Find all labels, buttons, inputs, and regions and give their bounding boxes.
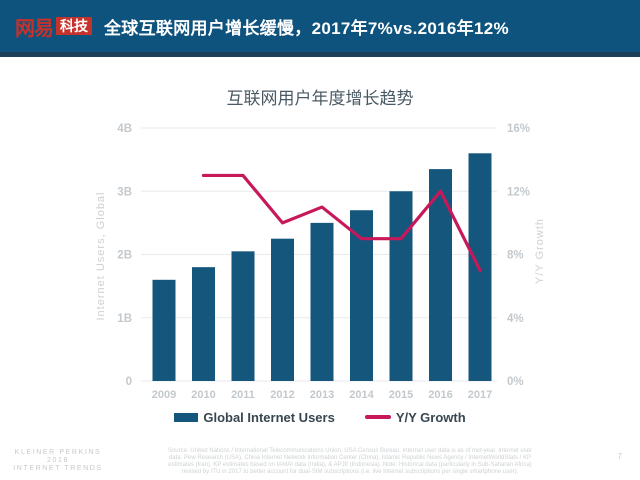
source-note: Source: United Nations / International T… [148,448,552,476]
page-title: 全球互联网用户增长缓慢，2017年7%vs.2016年12% [104,18,509,38]
growth-line [201,173,482,272]
header-bar: 网易 科技 全球互联网用户增长缓慢，2017年7%vs.2016年12% [0,0,640,57]
x-axis-label: 2009 [152,389,176,401]
source-line: data: Pew Research (USA), China Internet… [168,455,532,461]
source-line: revised by ITU in 2017 to better account… [181,469,519,475]
chart-legend: Global Internet Users Y/Y Growth [0,409,640,425]
bar-2015 [389,191,413,381]
brand-line: KLEINER PERKINS [14,449,102,456]
legend-bar-swatch [174,412,199,422]
netease-tech-logo: 网易 科技 [15,12,92,41]
left-axis-tick: 0 [126,376,132,388]
page-number: 7 [617,452,622,461]
right-axis-title: Y/Y Growth [534,218,546,284]
legend-item-global-internet-users: Global Internet Users [174,409,335,425]
chart-title: 互联网用户年度增长趋势 [226,89,414,108]
bar-2013 [310,222,334,381]
legend-line-marker [364,415,391,419]
left-axis-tick: 3B [117,186,132,198]
x-axis-label: 2014 [349,389,374,401]
source-line: estimates (Iran), KP estimates based on … [168,462,532,468]
bar-2014 [350,210,373,381]
brand-line: 2018 [47,457,69,464]
left-axis-tick: 1B [117,313,132,325]
brand-line: INTERNET TRENDS [13,465,103,472]
legend-label: Global Internet Users [203,409,335,425]
right-axis-tick: 4% [507,313,524,325]
netease-logo-text: 网易 [15,17,54,40]
left-axis-title: Internet Users, Global [95,192,107,321]
left-axis-tick: 4B [117,123,132,135]
right-axis-tick: 16% [507,123,530,135]
bar-2010 [192,267,215,381]
source-line: Source: United Nations / International T… [167,448,533,454]
right-axis-tick: 0% [507,376,524,388]
bar-2009 [152,279,176,381]
x-axis-label: 2015 [389,389,413,401]
bar-2011 [231,251,255,381]
bar-2016 [429,169,452,381]
x-axis-label: 2011 [231,389,255,401]
x-axis-label: 2016 [428,389,452,401]
chart-canvas: 4B 16% 3B 12% 2B 8% 1B 4% 0 0% 2009 2010 2011 2012 201… [95,123,546,401]
x-axis-label: 2013 [310,389,334,401]
legend-label: Y/Y Growth [395,409,466,425]
legend-item-yy-growth: Y/Y Growth [364,409,466,425]
x-axis-label: 2017 [468,389,492,401]
x-axis-label: 2012 [270,389,294,401]
right-axis-tick: 8% [507,250,524,262]
x-axis-label: 2010 [191,389,215,401]
left-axis-tick: 2B [117,250,132,262]
tech-logo-badge: 科技 [56,17,92,35]
bar-2012 [271,238,294,381]
kleiner-perkins-brand: KLEINER PERKINS 2018 INTERNET TRENDS [6,449,110,473]
right-axis-tick: 12% [507,186,530,198]
